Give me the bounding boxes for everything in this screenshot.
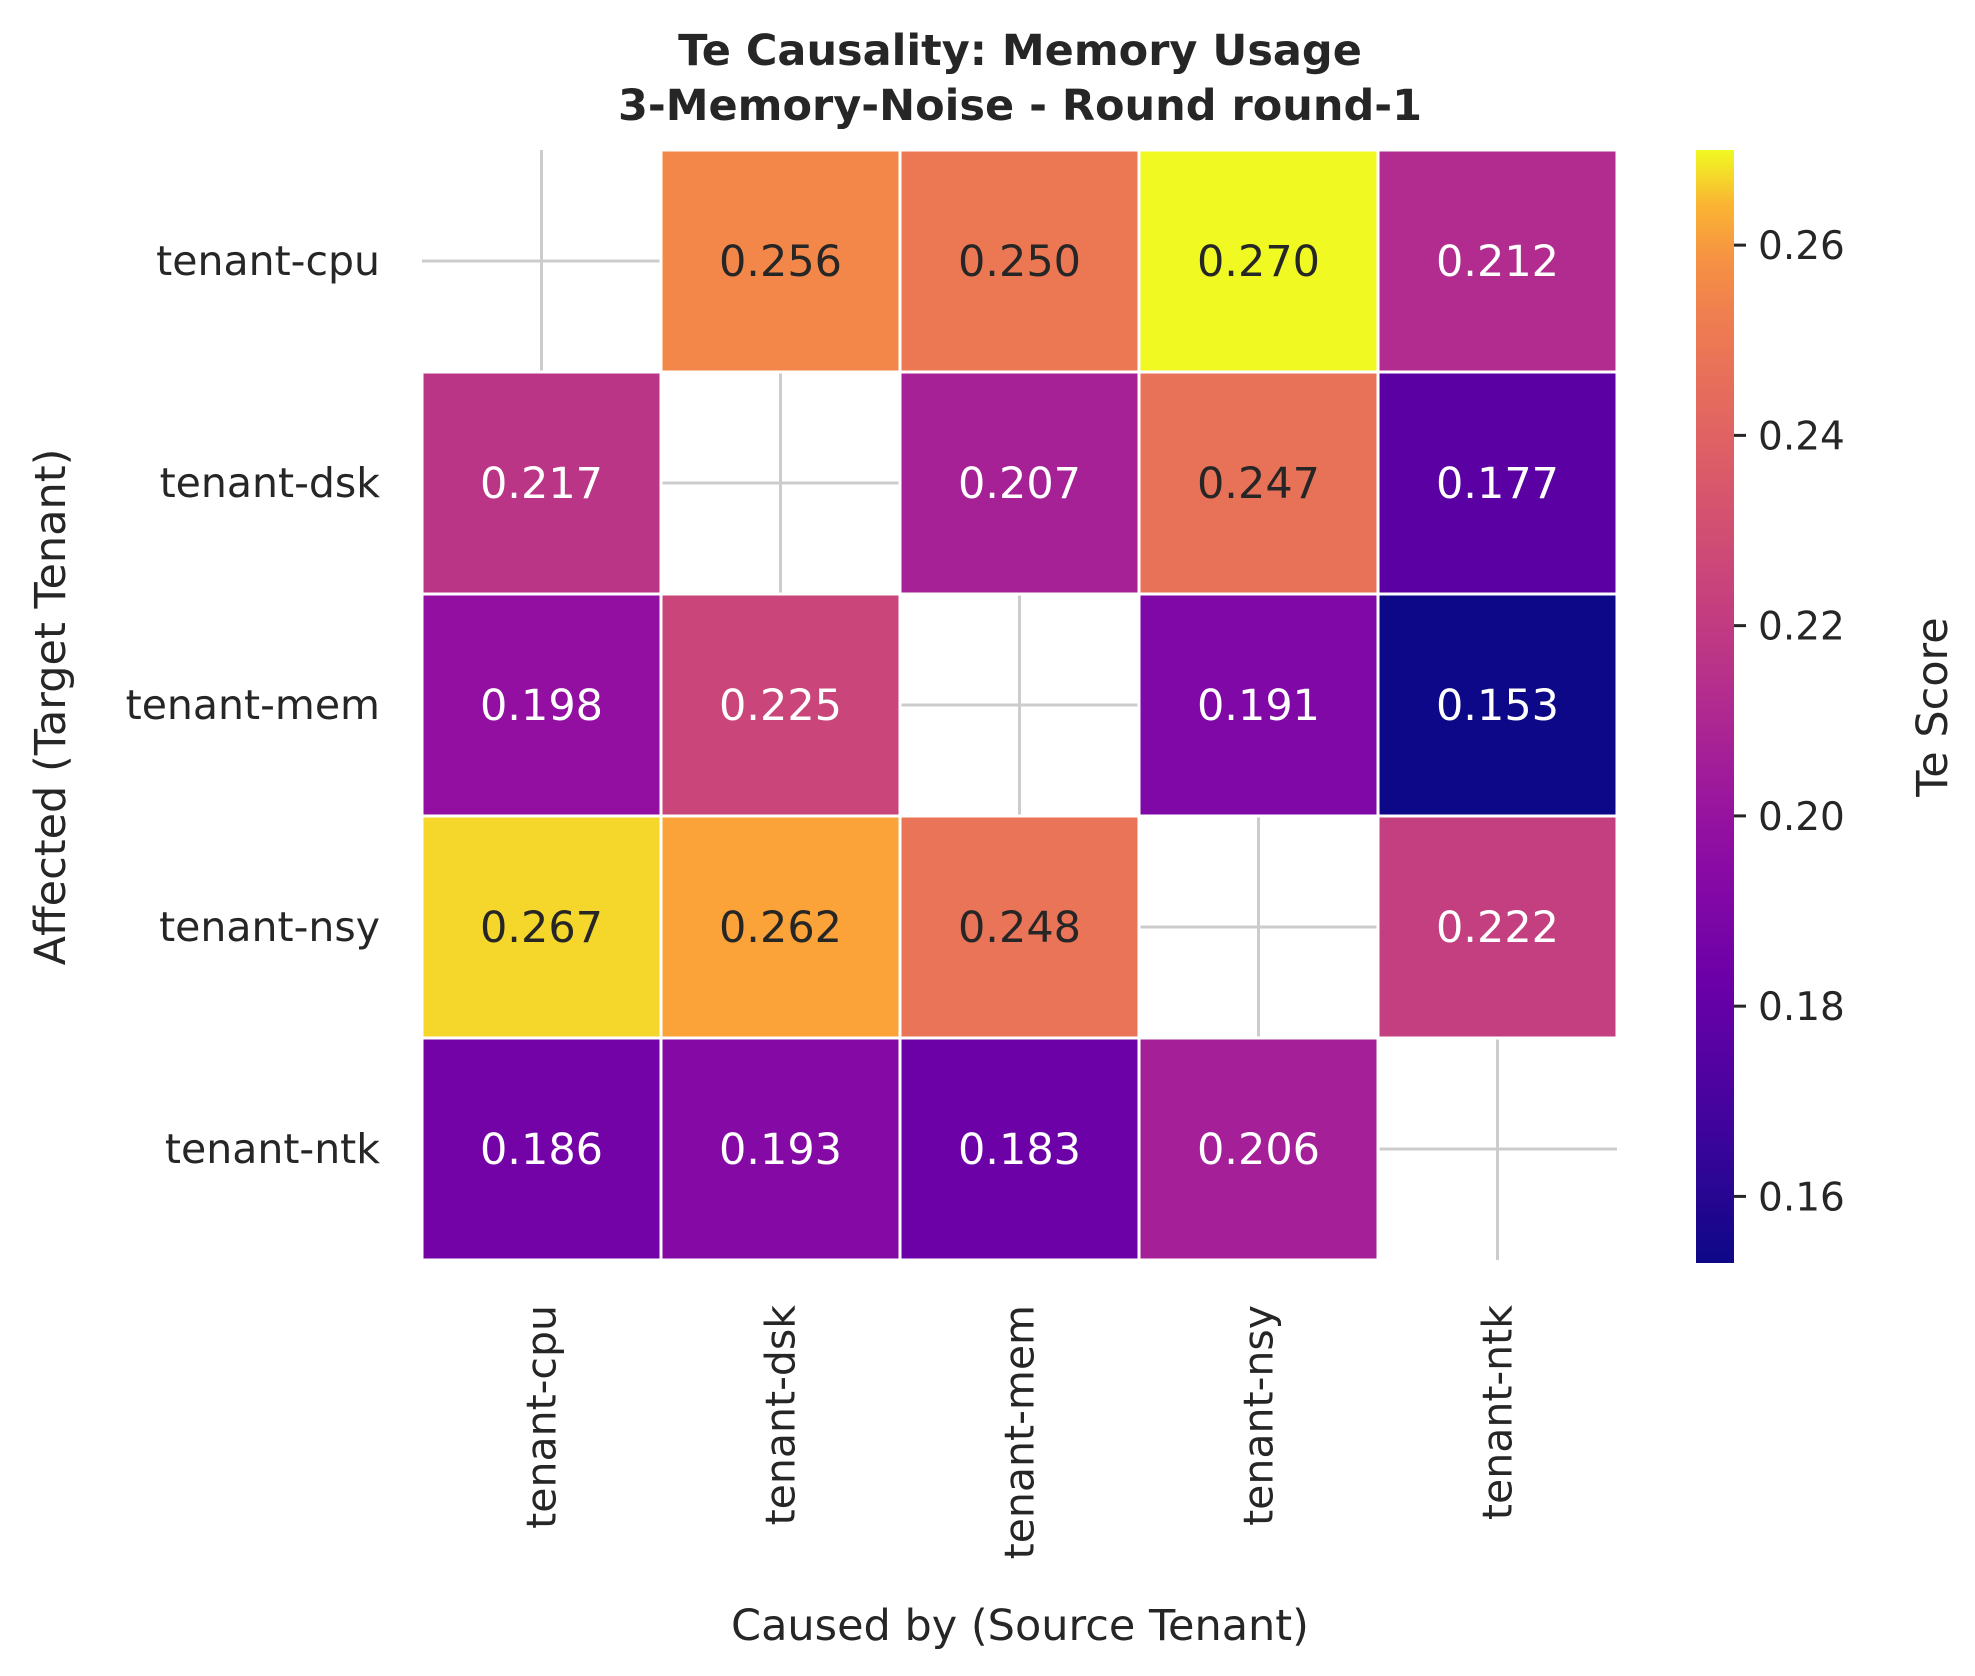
x-tick-label: tenant-dsk: [757, 1305, 805, 1526]
cell-value-label: 0.270: [1197, 237, 1320, 287]
cell-value-label: 0.207: [958, 459, 1081, 509]
cell-value-label: 0.191: [1197, 681, 1320, 731]
cell-value-label: 0.217: [480, 459, 603, 509]
heatmap-cell: [1376, 370, 1619, 596]
cell-value-label: 0.250: [958, 237, 1081, 287]
cell-value-labels: 0.256 0.250 0.270 0.212 0.217 0.207 0.247 0.177…: [480, 237, 1559, 1175]
heatmap-cell: [1376, 814, 1619, 1040]
y-tick-label: tenant-mem: [126, 681, 380, 729]
cell-value-label: 0.198: [480, 681, 603, 731]
y-tick-label: tenant-dsk: [160, 459, 381, 507]
colorbar-label: Te Score: [1908, 617, 1958, 798]
heatmap-cell: [1376, 592, 1619, 818]
cell-value-label: 0.153: [1436, 681, 1559, 731]
colorbar-tick-label: 0.16: [1758, 1175, 1845, 1220]
cell-value-label: 0.212: [1436, 237, 1559, 287]
x-tick-labels: tenant-cpu tenant-dsk tenant-mem tenant-nsy…: [518, 1305, 1522, 1560]
heatmap-cell: [1137, 1036, 1380, 1262]
colorbar-tick-label: 0.22: [1758, 605, 1845, 650]
cell-value-label: 0.177: [1436, 459, 1559, 509]
colorbar-tick-label: 0.24: [1758, 414, 1845, 459]
x-tick-label: tenant-cpu: [518, 1305, 566, 1529]
x-axis-label: Caused by (Source Tenant): [731, 1601, 1309, 1651]
cell-value-label: 0.183: [958, 1125, 1081, 1175]
heatmap-cell: [898, 814, 1141, 1040]
heatmap-cell: [1137, 592, 1380, 818]
y-axis-label: Affected (Target Tenant): [26, 449, 76, 966]
y-tick-label: tenant-cpu: [156, 237, 380, 285]
cell-value-label: 0.256: [719, 237, 842, 287]
chart-title: Te Causality: Memory Usage: [678, 26, 1362, 76]
heatmap-cell: [420, 814, 663, 1040]
x-tick-label: tenant-mem: [996, 1305, 1044, 1559]
cell-value-label: 0.225: [719, 681, 842, 731]
colorbar-tick-label: 0.20: [1758, 795, 1845, 840]
colorbar-ticks: 0.16 0.18 0.20 0.22 0.24 0.26: [1734, 224, 1845, 1220]
y-tick-labels: tenant-cpu tenant-dsk tenant-mem tenant-nsy…: [126, 237, 381, 1173]
cell-value-label: 0.262: [719, 903, 842, 953]
heatmap-cell: [898, 370, 1141, 596]
heatmap-cell: [420, 1036, 663, 1262]
heatmap-cell: [659, 814, 902, 1040]
cell-value-label: 0.267: [480, 903, 603, 953]
heatmap-cell: [659, 1036, 902, 1262]
heatmap-cell: [420, 592, 663, 818]
heatmap-cell: [659, 592, 902, 818]
chart-subtitle: 3-Memory-Noise - Round round-1: [618, 81, 1422, 131]
cell-value-label: 0.248: [958, 903, 1081, 953]
heatmap-cell: [898, 148, 1141, 374]
heatmap-cell: [1137, 370, 1380, 596]
colorbar: [1696, 150, 1734, 1263]
heatmap-cells: [420, 148, 1619, 1262]
heatmap-cell: [898, 1036, 1141, 1262]
heatmap-cell: [1376, 148, 1619, 374]
cell-value-label: 0.206: [1197, 1125, 1320, 1175]
heatmap-cell: [420, 370, 663, 596]
colorbar-tick-label: 0.18: [1758, 985, 1845, 1030]
cell-value-label: 0.186: [480, 1125, 603, 1175]
cell-value-label: 0.193: [719, 1125, 842, 1175]
x-tick-label: tenant-ntk: [1474, 1305, 1522, 1520]
cell-value-label: 0.247: [1197, 459, 1320, 509]
y-tick-label: tenant-ntk: [165, 1125, 380, 1173]
y-tick-label: tenant-nsy: [159, 903, 380, 951]
colorbar-tick-label: 0.26: [1758, 224, 1845, 269]
x-tick-label: tenant-nsy: [1235, 1305, 1283, 1526]
cell-value-label: 0.222: [1436, 903, 1559, 953]
